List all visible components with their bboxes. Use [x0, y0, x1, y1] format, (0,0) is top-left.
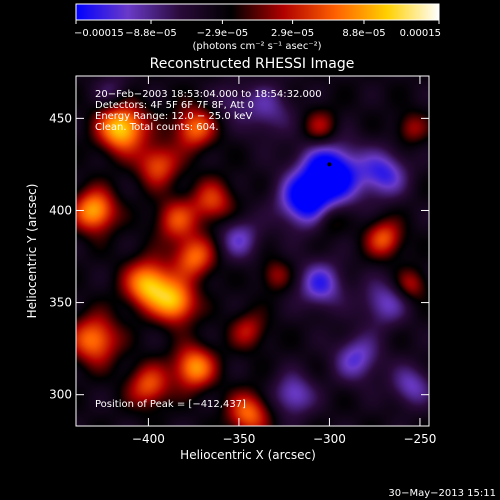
peak-position-label: Position of Peak = [−412,437]: [95, 399, 246, 410]
colorbar-unit-label: (photons cm⁻² s⁻¹ asec⁻²): [192, 41, 321, 52]
y-axis-ticks: 300 350 400 450: [49, 111, 429, 402]
colorbar-tick-label: 2.9e−05: [271, 28, 314, 39]
plot-frame: [75, 75, 430, 427]
annotation-counts: Clean. Total counts: 604.: [95, 122, 219, 133]
annotation-time: 20−Feb−2003 18:53:04.000 to 18:54:32.000: [95, 89, 322, 100]
x-tick-label: −300: [313, 432, 346, 446]
heatmap-area: [76, 76, 429, 426]
y-axis-label: Heliocentric Y (arcsec): [25, 184, 39, 319]
x-tick-label: −250: [403, 432, 436, 446]
colorbar-tick-label: 0.00015: [400, 28, 441, 39]
x-axis-ticks: −400 −350 −300 −250: [132, 76, 436, 446]
chart-title: Reconstructed RHESSI Image: [150, 56, 355, 72]
x-axis-label: Heliocentric X (arcsec): [180, 448, 316, 462]
colorbar-tick-label: −0.00015: [74, 28, 124, 39]
colorbar-tick-label: −8.8e−05: [125, 28, 177, 39]
y-tick-label: 300: [49, 388, 72, 402]
footer-timestamp: 30−May−2013 15:11: [388, 488, 496, 499]
colorbar-tick-label: −2.9e−05: [197, 28, 249, 39]
x-tick-label: −400: [132, 432, 165, 446]
annotation-energy: Energy Range: 12.0 − 25.0 keV: [95, 111, 252, 122]
y-tick-label: 350: [49, 296, 72, 310]
x-tick-label: −350: [222, 432, 255, 446]
colorbar-tick-label: 8.8e−05: [342, 28, 385, 39]
colorbar-ticks: −0.00015 −8.8e−05 −2.9e−05 2.9e−05 8.8e−05 0.…: [74, 20, 441, 39]
peak-marker: [327, 162, 332, 167]
y-tick-label: 450: [49, 111, 72, 125]
annotation-detectors: Detectors: 4F 5F 6F 7F 8F, Att 0: [95, 100, 254, 111]
heatmap-canvas: [76, 76, 429, 426]
y-tick-label: 400: [49, 203, 72, 217]
colorbar: [75, 3, 440, 21]
